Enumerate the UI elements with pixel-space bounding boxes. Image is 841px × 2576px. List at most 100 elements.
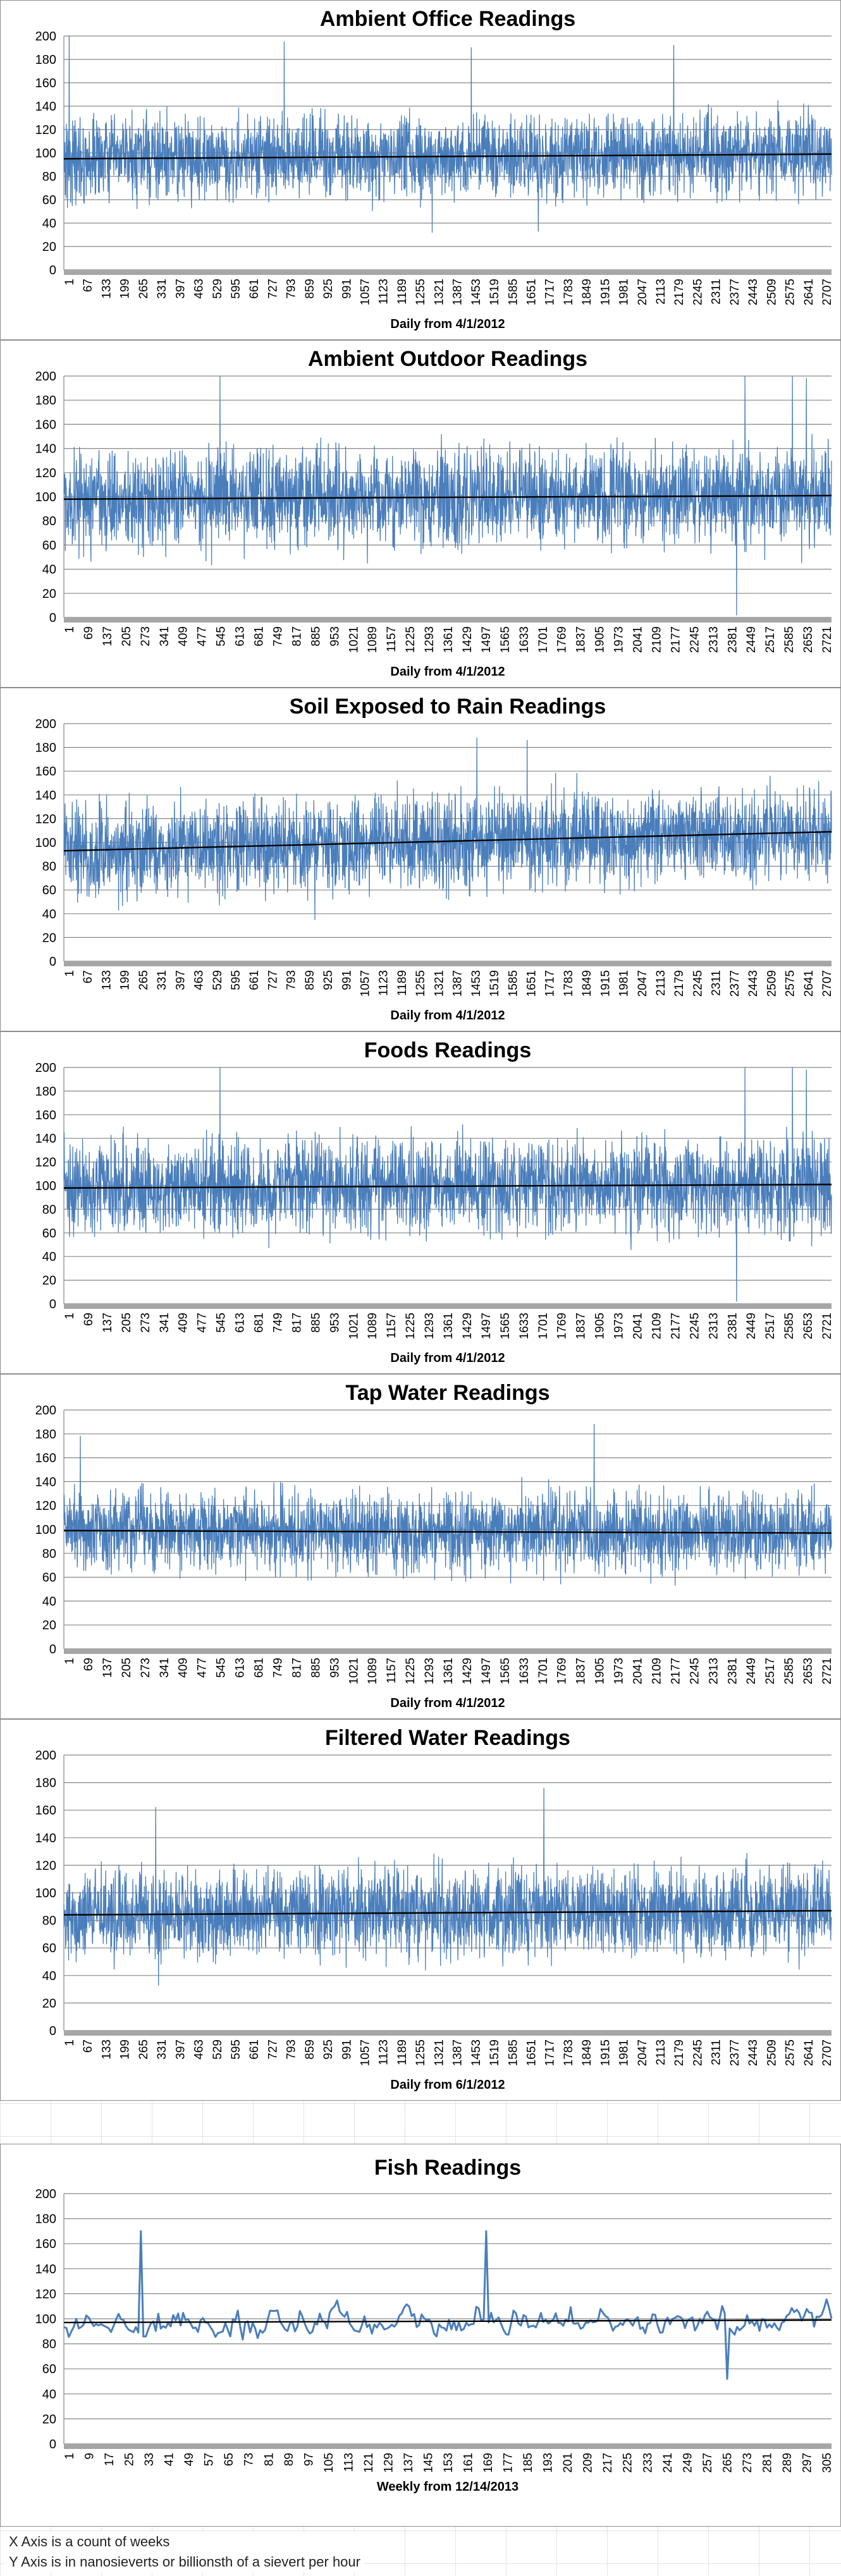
- x-tick-label: 1: [63, 279, 77, 286]
- x-tick-label: 2381: [726, 1658, 739, 1684]
- x-tick-label: 545: [215, 1658, 228, 1678]
- x-tick-label: 1565: [499, 1658, 512, 1684]
- x-tick-label: 205: [120, 1658, 133, 1678]
- y-tick-label: 180: [35, 1428, 56, 1442]
- x-tick-label: 217: [601, 2453, 615, 2473]
- y-tick-label: 120: [35, 2287, 56, 2301]
- x-tick-label: 925: [322, 2039, 335, 2060]
- x-tick-label: 1453: [470, 2039, 483, 2066]
- y-tick-label: 120: [35, 812, 56, 826]
- x-tick-label: 17: [103, 2453, 116, 2466]
- x-tick-label: 1429: [461, 1313, 474, 1339]
- x-tick-label: 205: [120, 1313, 133, 1333]
- y-tick-label: 80: [42, 1914, 56, 1928]
- x-tick-label: 1717: [544, 2039, 557, 2066]
- y-tick-label: 40: [42, 217, 56, 231]
- y-tick-label: 60: [42, 1227, 56, 1241]
- y-tick-label: 40: [42, 1250, 56, 1264]
- x-tick-label: 2047: [636, 970, 649, 997]
- x-tick-label: 273: [139, 1658, 152, 1678]
- x-tick-label: 305: [821, 2453, 834, 2473]
- x-tick-label: 1585: [506, 2039, 520, 2066]
- x-tick-label: 1123: [378, 279, 391, 305]
- x-tick-label: 2509: [765, 2039, 778, 2066]
- y-tick-label: 0: [49, 1643, 56, 1656]
- x-tick-label: 2585: [783, 1313, 796, 1339]
- y-tick-label: 120: [35, 1156, 56, 1170]
- x-tick-label: 2041: [632, 1313, 645, 1339]
- chart-ambient-outdoor[interactable]: Ambient Outdoor Readings 0 20 40 60 80 100 120 1…: [0, 340, 841, 688]
- x-tick-label: 2517: [764, 1313, 777, 1339]
- x-tick-label: 409: [177, 1658, 190, 1678]
- x-tick-label: 1057: [359, 2039, 372, 2066]
- x-tick-label: 1973: [613, 626, 626, 653]
- x-tick-label: 145: [422, 2453, 435, 2473]
- x-tick-label: 2449: [745, 1313, 758, 1339]
- x-tick-label: 2245: [691, 970, 704, 997]
- x-tick-label: 81: [262, 2453, 276, 2466]
- chart-tap-water[interactable]: Tap Water Readings 0 20 40 60 80 100 120 140 160 1…: [0, 1374, 841, 1719]
- chart-ambient-office[interactable]: Ambient Office Readings 0 20 40 60 80 100 120 14…: [0, 0, 841, 340]
- x-tick-label: 161: [462, 2453, 476, 2473]
- x-tick-label: 595: [230, 970, 243, 990]
- x-tick-label: 1387: [451, 970, 465, 997]
- y-tick-label: 140: [35, 442, 56, 456]
- chart-svg: Foods Readings 0 20 40 60 80 100 120 140 160 180 20…: [35, 1038, 834, 1365]
- chart-fish[interactable]: Fish Readings 0 20 40 60 80 100 120 140 160 180 200…: [0, 2144, 841, 2527]
- x-tick-label: 1189: [396, 279, 409, 305]
- x-axis-title: Daily from 4/1/2012: [390, 1009, 505, 1023]
- x-tick-label: 1497: [480, 1313, 493, 1339]
- x-tick-label: 1769: [556, 1313, 569, 1339]
- x-tick-label: 137: [402, 2453, 415, 2473]
- series-line: [63, 1787, 832, 1986]
- x-tick-label: 73: [243, 2453, 256, 2466]
- x-tick-label: 793: [285, 970, 298, 990]
- y-tick-label: 40: [42, 1595, 56, 1608]
- x-tick-label: 2449: [745, 626, 758, 653]
- x-tick-label: 1361: [442, 1658, 455, 1684]
- series-line: [63, 35, 832, 233]
- x-tick-label: 199: [119, 2039, 132, 2060]
- x-tick-label: 1189: [396, 970, 409, 996]
- x-tick-label: 1849: [580, 970, 594, 997]
- x-tick-label: 1429: [461, 626, 474, 653]
- x-tick-label: 749: [271, 626, 285, 647]
- y-tick-label: 80: [42, 860, 56, 874]
- y-tick-label: 160: [35, 1804, 56, 1818]
- chart-filtered-water[interactable]: Filtered Water Readings 0 20 40 60 80 100 120 14…: [0, 1719, 841, 2101]
- x-tick-label: 477: [196, 626, 209, 647]
- x-tick-label: 1585: [506, 970, 520, 997]
- x-tick-label: 2311: [710, 970, 723, 996]
- x-tick-label: 105: [322, 2453, 336, 2473]
- chart-foods[interactable]: Foods Readings 0 20 40 60 80 100 120 140 160 180 20…: [0, 1031, 841, 1374]
- x-tick-label: 297: [801, 2453, 814, 2473]
- x-tick-label: 885: [309, 626, 322, 647]
- x-tick-label: 97: [302, 2453, 316, 2466]
- y-tick-label: 0: [49, 264, 56, 277]
- y-tick-label: 120: [35, 123, 56, 137]
- x-tick-label: 1157: [385, 1658, 398, 1684]
- x-axis-title: Daily from 4/1/2012: [390, 1696, 505, 1710]
- chart-svg: Tap Water Readings 0 20 40 60 80 100 120 140 160 1…: [35, 1381, 834, 1710]
- chart-soil-exposed-rain[interactable]: Soil Exposed to Rain Readings 0 20 40 60 80 10…: [0, 688, 841, 1031]
- x-tick-label: 121: [362, 2453, 376, 2473]
- x-tick-label: 331: [156, 279, 169, 299]
- x-tick-label: 1157: [385, 1313, 398, 1339]
- footnotes: X Axis is a count of weeks Y Axis is in …: [5, 2532, 364, 2572]
- y-tick-label: 180: [35, 741, 56, 755]
- x-tick-label: 661: [248, 279, 261, 299]
- x-tick-label: 1837: [575, 1658, 588, 1684]
- x-tick-label: 67: [82, 2039, 95, 2053]
- x-tick-label: 661: [248, 970, 261, 990]
- y-tick-label: 180: [35, 1777, 56, 1790]
- x-tick-label: 2575: [784, 279, 797, 305]
- x-tick-label: 1: [63, 1313, 77, 1320]
- x-tick-label: 1089: [366, 1658, 379, 1684]
- y-tick-label: 180: [35, 53, 56, 67]
- x-tick-label: 817: [290, 1313, 304, 1333]
- x-tick-label: 463: [193, 2039, 206, 2060]
- y-tick-label: 100: [35, 1886, 56, 1900]
- x-tick-label: 1837: [575, 1313, 588, 1339]
- x-tick-label: 2443: [747, 2039, 760, 2066]
- chart-title: Tap Water Readings: [345, 1381, 549, 1405]
